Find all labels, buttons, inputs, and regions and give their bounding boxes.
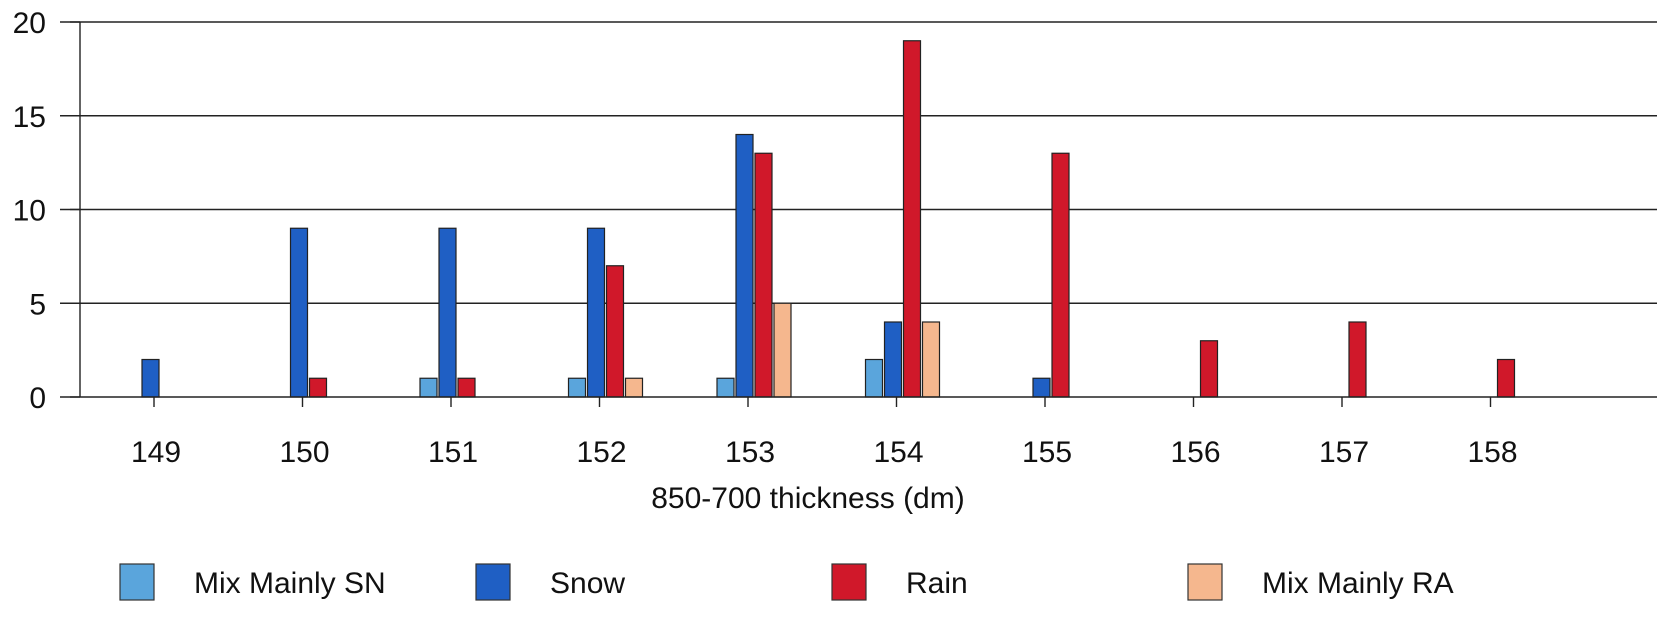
x-tick-label: 155 bbox=[1022, 436, 1072, 469]
legend-label: Mix Mainly RA bbox=[1262, 567, 1454, 600]
bar-snow-150 bbox=[289, 227, 309, 398]
y-tick-label: 0 bbox=[29, 382, 46, 415]
legend-swatch-mix-mainly-sn bbox=[119, 563, 155, 601]
bar-rain-153 bbox=[754, 152, 773, 398]
bar-rain-152 bbox=[605, 265, 625, 398]
bars bbox=[141, 40, 1516, 398]
bar-rain-150 bbox=[308, 377, 328, 398]
bar-snow-153 bbox=[735, 133, 754, 398]
bar-snow-155 bbox=[1032, 377, 1051, 398]
bar-mix-mainly-sn-154 bbox=[864, 358, 884, 398]
y-tick-label: 15 bbox=[13, 101, 46, 134]
bar-mix-mainly-ra-152 bbox=[624, 377, 644, 398]
legend-swatch-mix-mainly-ra bbox=[1187, 563, 1223, 601]
x-tick-labels: 149 150 151 152 153 154 155 156 157 158 bbox=[131, 436, 1518, 469]
x-tick-label: 152 bbox=[576, 436, 626, 469]
legend-label: Mix Mainly SN bbox=[194, 567, 386, 600]
y-tick-label: 10 bbox=[13, 195, 46, 228]
bar-mix-mainly-sn-152 bbox=[567, 377, 587, 398]
bar-rain-154 bbox=[902, 40, 922, 398]
bar-snow-152 bbox=[586, 227, 606, 398]
x-tick-label: 153 bbox=[725, 436, 775, 469]
x-tick-label: 158 bbox=[1467, 436, 1517, 469]
legend-swatch-rain bbox=[831, 563, 867, 601]
y-tick-label: 5 bbox=[29, 288, 46, 321]
bar-snow-154 bbox=[883, 321, 903, 398]
grid-lines bbox=[60, 21, 1657, 304]
bar-mix-mainly-sn-151 bbox=[419, 377, 438, 398]
x-axis-title: 850-700 thickness (dm) bbox=[651, 482, 964, 515]
legend-label: Snow bbox=[550, 567, 625, 600]
y-tick-label: 20 bbox=[13, 7, 46, 40]
bar-rain-156 bbox=[1199, 340, 1219, 398]
bar-mix-mainly-ra-153 bbox=[773, 302, 792, 398]
bar-mix-mainly-sn-153 bbox=[716, 377, 735, 398]
legend-swatch-snow bbox=[475, 563, 511, 601]
bar-snow-151 bbox=[438, 227, 457, 398]
x-tick-label: 149 bbox=[131, 436, 181, 469]
bar-rain-151 bbox=[457, 377, 476, 398]
legend: Mix Mainly SN Snow Rain Mix Mainly RA bbox=[119, 563, 1454, 601]
x-tick-label: 151 bbox=[428, 436, 478, 469]
bar-rain-155 bbox=[1051, 152, 1070, 398]
bar-rain-157 bbox=[1348, 321, 1367, 398]
x-tick-label: 150 bbox=[279, 436, 329, 469]
bar-rain-158 bbox=[1496, 358, 1516, 398]
y-tick-labels: 0 5 10 15 20 bbox=[13, 7, 46, 415]
legend-label: Rain bbox=[906, 567, 968, 600]
bar-mix-mainly-ra-154 bbox=[921, 321, 941, 398]
x-tick-label: 156 bbox=[1170, 436, 1220, 469]
x-tick-label: 154 bbox=[873, 436, 923, 469]
bar-snow-149 bbox=[141, 358, 160, 398]
axes bbox=[60, 21, 1657, 407]
x-tick-label: 157 bbox=[1319, 436, 1369, 469]
